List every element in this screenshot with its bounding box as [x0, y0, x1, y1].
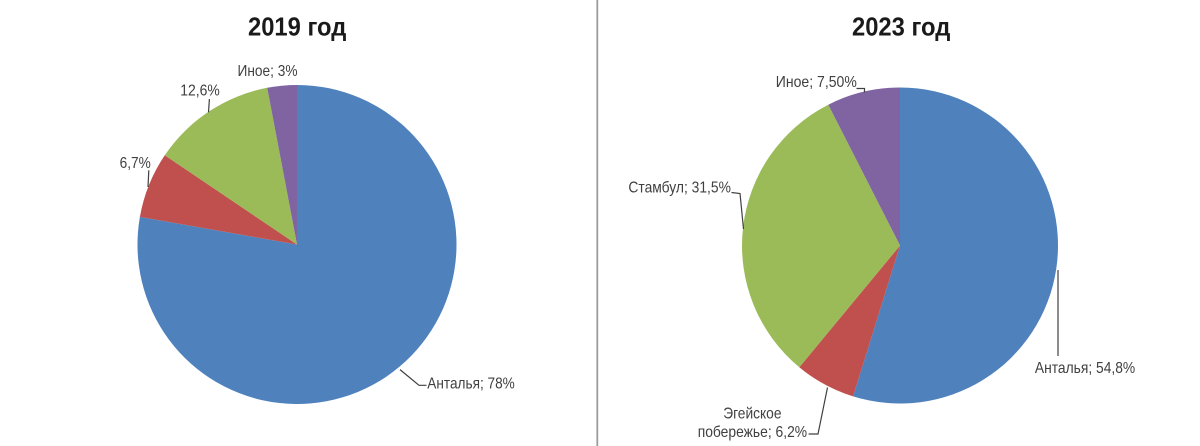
svg-text:побережье; 6,2%: побережье; 6,2% [698, 424, 807, 441]
svg-text:6,7%: 6,7% [120, 155, 151, 172]
svg-text:Анталья; 54,8%: Анталья; 54,8% [1035, 360, 1135, 377]
svg-text:2023 год: 2023 год [852, 11, 951, 41]
svg-text:Анталья; 78%: Анталья; 78% [427, 375, 515, 392]
svg-text:Иное; 3%: Иное; 3% [238, 63, 298, 80]
svg-text:Иное; 7,50%: Иное; 7,50% [776, 74, 857, 91]
svg-text:Эгейское: Эгейское [723, 405, 781, 422]
svg-text:Стамбул; 31,5%: Стамбул; 31,5% [628, 179, 731, 196]
svg-text:12,6%: 12,6% [180, 82, 220, 99]
svg-text:2019 год: 2019 год [248, 11, 347, 41]
